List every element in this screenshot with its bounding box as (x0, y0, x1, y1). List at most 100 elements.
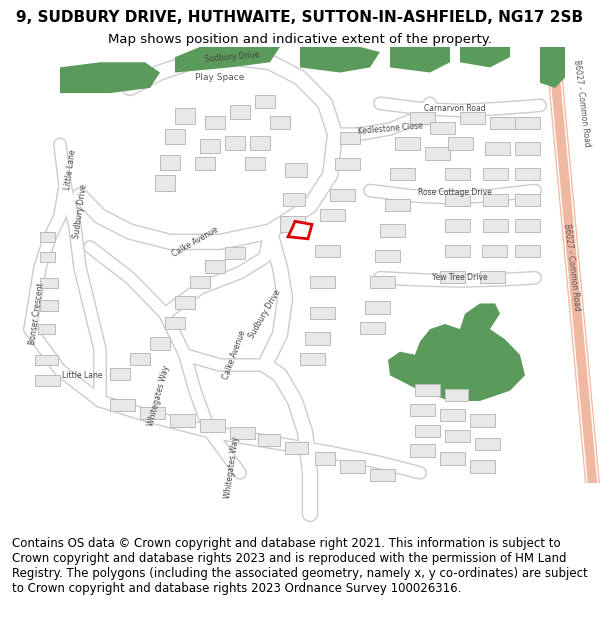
Polygon shape (482, 245, 507, 258)
Text: Play Space: Play Space (196, 73, 245, 82)
Polygon shape (175, 109, 195, 124)
Polygon shape (515, 245, 540, 258)
Polygon shape (390, 47, 450, 72)
Polygon shape (370, 469, 395, 481)
Polygon shape (175, 296, 195, 309)
Polygon shape (200, 419, 225, 432)
Text: Calke Avenue: Calke Avenue (170, 225, 220, 259)
Polygon shape (365, 301, 390, 314)
Polygon shape (170, 414, 195, 427)
Polygon shape (110, 368, 130, 381)
Text: Whitegates Way: Whitegates Way (223, 436, 241, 499)
Polygon shape (280, 216, 305, 232)
Polygon shape (330, 189, 355, 201)
Polygon shape (225, 247, 245, 259)
Text: 9, SUDBURY DRIVE, HUTHWAITE, SUTTON-IN-ASHFIELD, NG17 2SB: 9, SUDBURY DRIVE, HUTHWAITE, SUTTON-IN-A… (16, 10, 584, 25)
Polygon shape (285, 163, 307, 177)
Text: Sudbury Drive: Sudbury Drive (247, 288, 283, 340)
Polygon shape (515, 219, 540, 232)
Polygon shape (165, 317, 185, 329)
Polygon shape (390, 168, 415, 180)
Polygon shape (35, 355, 58, 365)
Polygon shape (470, 461, 495, 472)
Polygon shape (370, 276, 395, 288)
Polygon shape (485, 142, 510, 154)
Text: Whitegates Way: Whitegates Way (146, 364, 172, 427)
Polygon shape (375, 250, 400, 262)
Polygon shape (440, 452, 465, 464)
Polygon shape (288, 221, 312, 239)
Polygon shape (340, 132, 360, 144)
Polygon shape (445, 168, 470, 180)
Polygon shape (195, 157, 215, 170)
Polygon shape (305, 332, 330, 344)
Polygon shape (40, 301, 58, 311)
Text: Carnarvon Road: Carnarvon Road (424, 104, 486, 113)
Polygon shape (190, 276, 210, 288)
Polygon shape (480, 271, 505, 283)
Polygon shape (310, 276, 335, 288)
Polygon shape (283, 192, 305, 206)
Polygon shape (470, 414, 495, 427)
Polygon shape (150, 338, 170, 349)
Polygon shape (315, 452, 335, 464)
Text: Little Lane: Little Lane (63, 149, 77, 191)
Polygon shape (335, 158, 360, 170)
Text: B6027 - Common Road: B6027 - Common Road (572, 59, 592, 148)
Polygon shape (430, 122, 455, 134)
Polygon shape (285, 442, 308, 454)
Text: Map shows position and indicative extent of the property.: Map shows position and indicative extent… (108, 32, 492, 46)
Polygon shape (445, 245, 470, 258)
Polygon shape (395, 138, 420, 149)
Text: Sudbury Drive: Sudbury Drive (72, 183, 88, 239)
Polygon shape (270, 116, 290, 129)
Polygon shape (40, 252, 55, 262)
Polygon shape (515, 194, 540, 206)
Text: Sudbury Drive: Sudbury Drive (204, 50, 260, 64)
Polygon shape (445, 430, 470, 442)
Polygon shape (440, 409, 465, 421)
Polygon shape (40, 278, 58, 288)
Polygon shape (410, 404, 435, 416)
Polygon shape (225, 136, 245, 149)
Polygon shape (60, 62, 160, 93)
Polygon shape (545, 47, 600, 483)
Polygon shape (300, 352, 325, 365)
Polygon shape (38, 324, 55, 334)
Polygon shape (448, 138, 473, 149)
Polygon shape (40, 232, 55, 242)
Polygon shape (130, 352, 150, 365)
Polygon shape (340, 461, 365, 472)
Polygon shape (155, 175, 175, 191)
Polygon shape (380, 224, 405, 237)
Polygon shape (483, 168, 508, 180)
Text: Kedlestone Close: Kedlestone Close (357, 122, 423, 136)
Polygon shape (255, 95, 275, 109)
Text: Bonser Crescent: Bonser Crescent (28, 282, 46, 346)
Polygon shape (320, 209, 345, 221)
Polygon shape (205, 261, 225, 272)
Polygon shape (35, 375, 60, 386)
Text: Little Lane: Little Lane (62, 371, 102, 380)
Polygon shape (483, 194, 508, 206)
Polygon shape (388, 304, 525, 401)
Polygon shape (415, 424, 440, 437)
Polygon shape (175, 47, 280, 72)
Polygon shape (410, 111, 435, 124)
Polygon shape (475, 438, 500, 450)
Polygon shape (460, 47, 510, 68)
Polygon shape (440, 271, 465, 283)
Polygon shape (205, 116, 225, 129)
Polygon shape (258, 434, 280, 446)
Polygon shape (250, 136, 270, 149)
Text: Yew Tree Drive: Yew Tree Drive (432, 273, 488, 282)
Polygon shape (310, 306, 335, 319)
Polygon shape (300, 47, 380, 72)
Text: Rose Cottage Drive: Rose Cottage Drive (418, 188, 492, 197)
Polygon shape (540, 47, 565, 88)
Polygon shape (515, 142, 540, 154)
Polygon shape (230, 106, 250, 119)
Polygon shape (490, 117, 515, 129)
Text: Contains OS data © Crown copyright and database right 2021. This information is : Contains OS data © Crown copyright and d… (12, 537, 588, 595)
Polygon shape (483, 219, 508, 232)
